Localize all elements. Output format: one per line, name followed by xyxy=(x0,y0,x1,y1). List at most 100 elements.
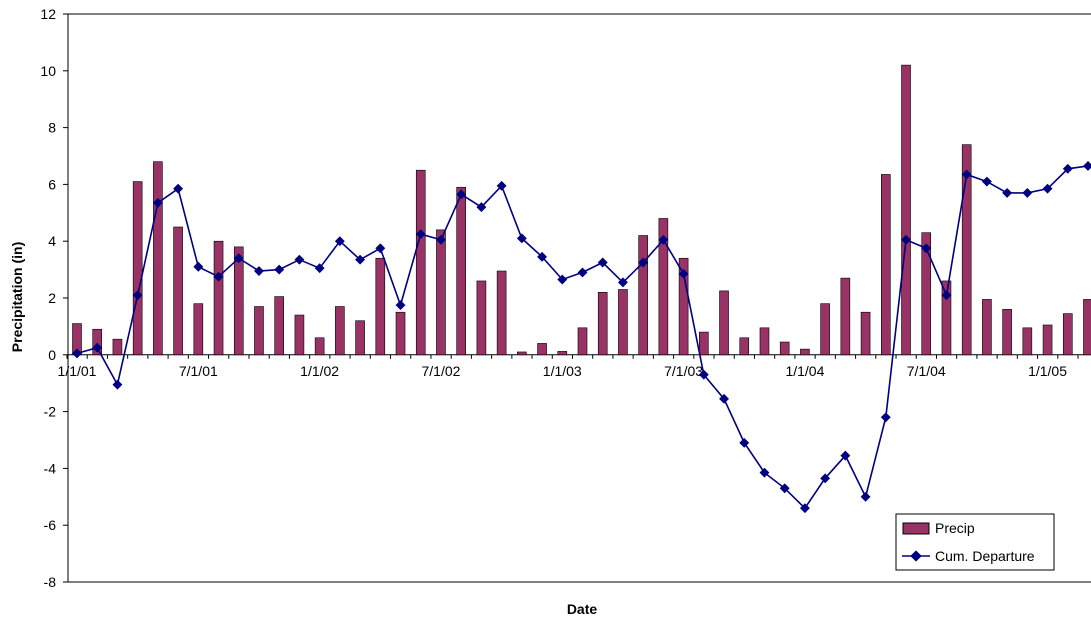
precip-bar xyxy=(314,337,325,356)
cum-departure-point xyxy=(334,236,345,247)
cum-departure-point xyxy=(840,450,851,461)
precip-bar xyxy=(415,169,426,356)
precip-bar xyxy=(233,246,244,356)
x-tick-label: 7/1/01 xyxy=(179,363,218,379)
y-axis-title: Precipitation (in) xyxy=(9,242,25,352)
cum-departure-point xyxy=(759,467,770,478)
y-tick-label: 12 xyxy=(40,6,56,22)
precip-bar xyxy=(921,232,932,356)
precip-bar xyxy=(982,299,992,356)
precip-bar xyxy=(132,181,143,356)
cum-departure-point xyxy=(981,176,992,187)
precip-bar xyxy=(759,327,770,356)
cum-departure-point xyxy=(415,229,426,240)
precip-bar xyxy=(779,341,790,356)
x-tick-label: 7/1/03 xyxy=(664,363,703,379)
cum-departure-point xyxy=(496,180,507,191)
precip-bar xyxy=(880,174,891,356)
precip-bar xyxy=(1062,313,1073,356)
y-tick-label: -6 xyxy=(44,517,57,533)
cum-departure-point xyxy=(860,491,871,502)
precip-bar xyxy=(537,343,547,356)
x-tick-label: 7/1/02 xyxy=(421,363,460,379)
y-tick-label: -4 xyxy=(44,460,57,476)
cum-departure-point xyxy=(152,197,163,208)
precip-bar xyxy=(719,290,729,356)
cum-departure-point xyxy=(314,263,325,274)
precip-bar xyxy=(840,277,851,356)
legend: Precip Cum. Departure xyxy=(895,513,1055,571)
cum-departure-point xyxy=(941,290,952,301)
precip-bar xyxy=(395,311,406,356)
precip-bar xyxy=(860,311,871,356)
precip-bar xyxy=(557,351,568,356)
x-axis: 1/1/01 7/1/01 1/1/02 7/1/02 1/1/03 7/1/03 1/1/… xyxy=(58,354,1091,379)
precip-bar xyxy=(173,226,183,356)
precip-bar xyxy=(618,289,628,356)
cum-departure-point xyxy=(799,503,810,514)
precip-bar xyxy=(699,331,709,356)
cum-departure-point xyxy=(698,369,709,380)
precip-bar xyxy=(658,218,669,356)
precip-bar xyxy=(274,296,285,356)
x-tick-label: 1/1/04 xyxy=(785,363,824,379)
precip-bar xyxy=(517,351,527,356)
cum-departure-point xyxy=(355,254,366,265)
y-tick-label: 4 xyxy=(48,233,56,249)
cum-departure-point xyxy=(1083,160,1091,171)
cum-departure-point xyxy=(537,251,548,262)
precip-bar xyxy=(254,306,264,356)
cum-departure-point xyxy=(678,268,689,279)
cum-departure-point xyxy=(901,234,911,245)
cum-departure-point xyxy=(213,271,224,282)
cum-departure-point xyxy=(1022,187,1033,198)
cum-departure-point xyxy=(132,290,143,301)
cum-departure-point xyxy=(173,183,184,194)
cum-departure-point xyxy=(1042,183,1053,194)
legend-precip-swatch xyxy=(902,522,930,535)
precip-bar xyxy=(941,280,952,356)
precip-bar xyxy=(476,280,487,356)
precip-bar xyxy=(739,337,750,356)
precip-bar xyxy=(456,186,466,356)
precip-bar xyxy=(92,328,103,356)
y-tick-label: 6 xyxy=(48,176,56,192)
cum-departure-point xyxy=(779,483,790,494)
cum-departure-point xyxy=(456,189,467,200)
precip-bar xyxy=(577,327,588,356)
y-tick-label: 0 xyxy=(48,347,56,363)
x-tick-label: 7/1/04 xyxy=(907,363,946,379)
cum-departure-point xyxy=(961,169,972,180)
x-tick-label: 1/1/01 xyxy=(58,363,97,379)
y-tick-label: -2 xyxy=(44,404,57,420)
cum-departure-point xyxy=(294,254,305,265)
cum-departure-point xyxy=(658,234,669,245)
cum-departure-point xyxy=(557,274,568,285)
x-tick-label: 1/1/02 xyxy=(300,363,339,379)
cum-departure-point xyxy=(436,234,446,245)
precip-bar xyxy=(1042,324,1053,356)
precip-bar xyxy=(638,235,648,356)
precip-bar xyxy=(1002,309,1012,356)
precip-bar xyxy=(213,240,224,356)
cum-departure-point xyxy=(880,412,891,423)
cum-departure-point xyxy=(375,243,386,254)
y-tick-label: 10 xyxy=(40,63,56,79)
precip-bar xyxy=(1083,299,1091,356)
cum-departure-point xyxy=(820,473,831,484)
x-axis-title: Date xyxy=(567,601,598,617)
precip-bar xyxy=(153,161,163,356)
precip-bar xyxy=(375,257,386,356)
precip-bar xyxy=(961,144,972,356)
precip-bar xyxy=(355,320,365,356)
legend-departure-marker xyxy=(910,550,922,562)
y-axis: -8 -6 -4 -2 0 2 4 6 8 10 12 xyxy=(40,6,1091,590)
precip-bar xyxy=(436,229,446,356)
cum-departure-point xyxy=(274,264,285,275)
precip-bar xyxy=(335,306,345,356)
precip-bar xyxy=(112,338,123,356)
precip-bar xyxy=(597,292,608,356)
precip-bar xyxy=(800,348,810,356)
legend-precip-label: Precip xyxy=(935,520,975,536)
x-tick-label: 1/1/03 xyxy=(543,363,582,379)
